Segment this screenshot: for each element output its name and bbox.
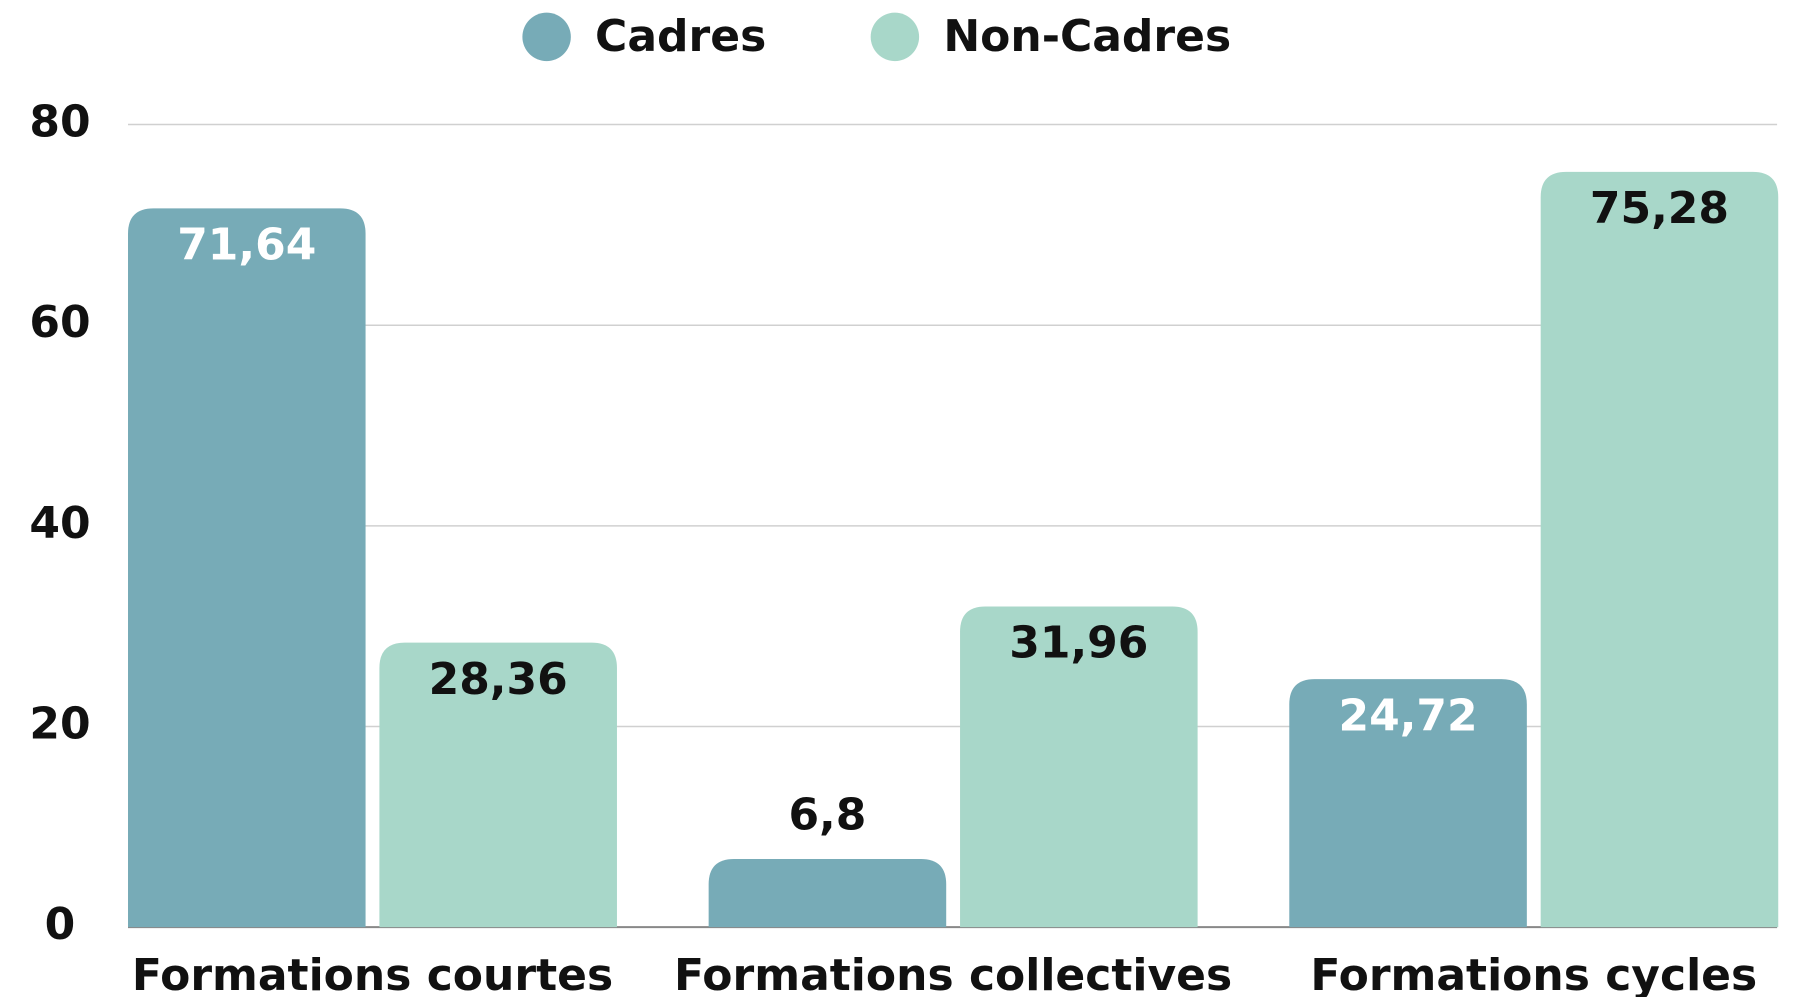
y-tick-label: 60 [29,297,90,348]
data-label: 6,8 [788,789,866,840]
legend-marker [522,12,571,62]
legend-label: Non-Cadres [943,11,1231,62]
data-label: 31,96 [1009,618,1148,669]
data-label: 28,36 [429,654,568,705]
legend-marker [870,12,920,62]
legend-label: Cadres [595,11,766,62]
data-label: 24,72 [1338,690,1477,741]
bar [1289,679,1527,928]
bar [1540,171,1779,928]
x-tick-label: Formations courtes [132,950,613,997]
x-tick-label: Formations cycles [1310,950,1757,997]
x-tick-label: Formations collectives [674,950,1232,997]
y-tick-label: 40 [29,498,90,549]
y-tick-label: 80 [29,97,90,148]
bar [128,208,366,928]
y-tick-label: 0 [45,899,76,950]
y-tick-label: 20 [29,699,90,750]
bar [960,606,1198,928]
data-label: 75,28 [1590,183,1729,234]
bar [379,642,617,928]
bar [708,858,947,928]
data-label: 71,64 [177,220,316,271]
